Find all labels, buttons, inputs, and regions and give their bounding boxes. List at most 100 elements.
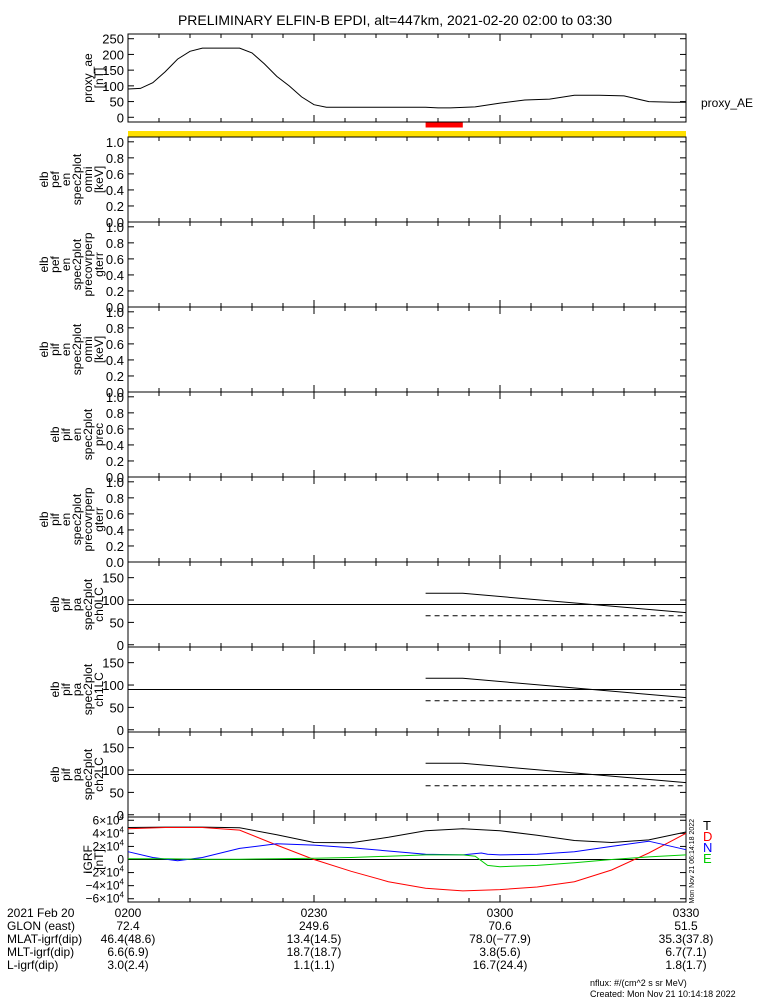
series-line-T <box>127 826 687 844</box>
y-tick-label: 1.0 <box>106 390 124 405</box>
y-axis-label-line: ch2LC <box>92 757 106 792</box>
x-row-label: L-igrf(dip) <box>7 958 58 972</box>
x-row-value: 70.6 <box>488 919 512 933</box>
plot-title: PRELIMINARY ELFIN-B EPDI, alt=447km, 202… <box>178 12 612 28</box>
y-axis-label-line: pa <box>70 683 84 697</box>
y-axis-label-line: precovrperp <box>81 232 95 296</box>
x-row-value: 0330 <box>673 906 700 920</box>
panel-frame <box>127 476 687 563</box>
y-tick-label: 0.0 <box>106 555 124 570</box>
y-tick-label: 0.6 <box>106 337 124 352</box>
y-tick-mantissa: 4×10 <box>93 826 120 840</box>
y-tick-label: 50 <box>110 615 124 630</box>
y-axis-label-line: en <box>59 258 73 271</box>
y-axis-label-line: pif <box>59 768 73 781</box>
y-tick-label: 6×104 <box>93 812 125 827</box>
y-tick-exponent: 4 <box>120 865 125 874</box>
x-row-value: 1.1(1.1) <box>293 958 334 972</box>
panel-frame <box>127 306 687 393</box>
x-row-value: 78.0(−77.9) <box>469 932 531 946</box>
panel-pif_perp: 0.00.20.40.60.81.0 elbpifenspec2plotpreco… <box>37 475 687 570</box>
series-line-solid <box>425 677 687 699</box>
series-line-E <box>128 854 687 868</box>
y-tick-label: 0.4 <box>106 268 124 283</box>
y-tick-label: 50 <box>110 700 124 715</box>
y-tick-label: 0.0 <box>106 470 124 485</box>
y-axis-label-line: omni <box>81 166 95 192</box>
y-axis-label-line: pa <box>70 768 84 782</box>
y-axis-label-line: pif <box>48 513 62 526</box>
series-line-solid <box>425 762 687 784</box>
y-axis-label-line: omni <box>81 336 95 362</box>
y-tick-label: 0.0 <box>106 215 124 230</box>
y-axis-label-line: IGRF <box>81 845 95 874</box>
panels-layer: 050100150200250proxy_ae[nT]proxy_AE0.00.… <box>37 32 753 906</box>
x-row-value: 3.0(2.4) <box>107 958 148 972</box>
y-axis-label-line: elb <box>37 341 51 357</box>
y-axis-label-line: elb <box>48 426 62 442</box>
x-row-value: 18.7(18.7) <box>287 945 342 959</box>
y-tick-label: 0.0 <box>106 385 124 400</box>
x-row-value: 1.8(1.7) <box>665 958 706 972</box>
y-tick-label: 0.2 <box>106 369 124 384</box>
y-tick-exponent: 4 <box>120 878 125 887</box>
y-tick-label: −6×104 <box>86 891 125 906</box>
y-axis-label-line: pif <box>59 428 73 441</box>
y-tick-label: 0.4 <box>106 523 124 538</box>
y-tick-label: 150 <box>102 63 124 78</box>
proxy-ae-right-label: proxy_AE <box>701 96 753 110</box>
y-axis-label-line: elb <box>48 766 62 782</box>
y-axis-label-line: en <box>59 173 73 186</box>
y-tick-label: 100 <box>102 79 124 94</box>
y-tick-label: 0.8 <box>106 151 124 166</box>
y-tick-label: 0.8 <box>106 321 124 336</box>
y-tick-label: 4×104 <box>93 825 125 840</box>
y-tick-label: 1.0 <box>106 220 124 235</box>
y-tick-label: 50 <box>110 785 124 800</box>
y-axis-label-line: spec2plot <box>81 663 95 715</box>
y-tick-label: 1.0 <box>106 135 124 150</box>
y-axis-label-line: pif <box>59 683 73 696</box>
y-axis-label-line: [keV] <box>92 336 106 363</box>
y-tick-label: 150 <box>102 741 124 756</box>
y-tick-exponent: 4 <box>120 825 125 834</box>
y-tick-label: 0 <box>117 808 124 823</box>
panel-frame <box>127 33 687 123</box>
y-axis-label-line: spec2plot <box>70 238 84 290</box>
y-tick-label: 1.0 <box>106 475 124 490</box>
y-tick-label: 0 <box>117 853 124 867</box>
y-axis-label-line: prec <box>92 423 106 446</box>
y-axis-label-line: en <box>59 343 73 356</box>
y-axis-label-line: ch0LC <box>92 587 106 622</box>
y-tick-mantissa: −4×10 <box>86 879 120 893</box>
y-tick-mantissa: 2×10 <box>93 839 120 853</box>
panel-pef_omni: 0.00.20.40.60.81.0 elbpefenspec2plotomni[… <box>37 135 687 230</box>
y-tick-label: 0 <box>117 638 124 653</box>
y-tick-label: −2×104 <box>86 865 125 880</box>
panel-frame <box>127 391 687 478</box>
y-tick-exponent: 4 <box>120 891 125 900</box>
x-row-value: 51.5 <box>674 919 698 933</box>
y-axis-label-line: [nT] <box>92 68 106 89</box>
y-tick-label: 0.8 <box>106 491 124 506</box>
y-axis-label-line: en <box>70 428 84 441</box>
y-tick-label: 0.2 <box>106 199 124 214</box>
y-axis-label-line: pif <box>59 598 73 611</box>
y-axis-label-line: elb <box>37 511 51 527</box>
legend-item-T: T <box>703 818 711 833</box>
series-line-N <box>127 840 687 862</box>
y-axis-label-line: gterr <box>92 507 106 532</box>
y-tick-label: 0.8 <box>106 236 124 251</box>
y-tick-label: 200 <box>102 47 124 62</box>
y-tick-label: 100 <box>102 763 124 778</box>
y-tick-exponent: 4 <box>120 812 125 821</box>
x-row-value: 46.4(48.6) <box>101 932 156 946</box>
y-tick-mantissa: 0 <box>117 853 124 867</box>
y-axis-label-line: spec2plot <box>70 153 84 205</box>
y-axis-label-line: proxy_ae <box>81 53 95 103</box>
x-row-value: 13.4(14.5) <box>287 932 342 946</box>
y-tick-label: 1.0 <box>106 305 124 320</box>
